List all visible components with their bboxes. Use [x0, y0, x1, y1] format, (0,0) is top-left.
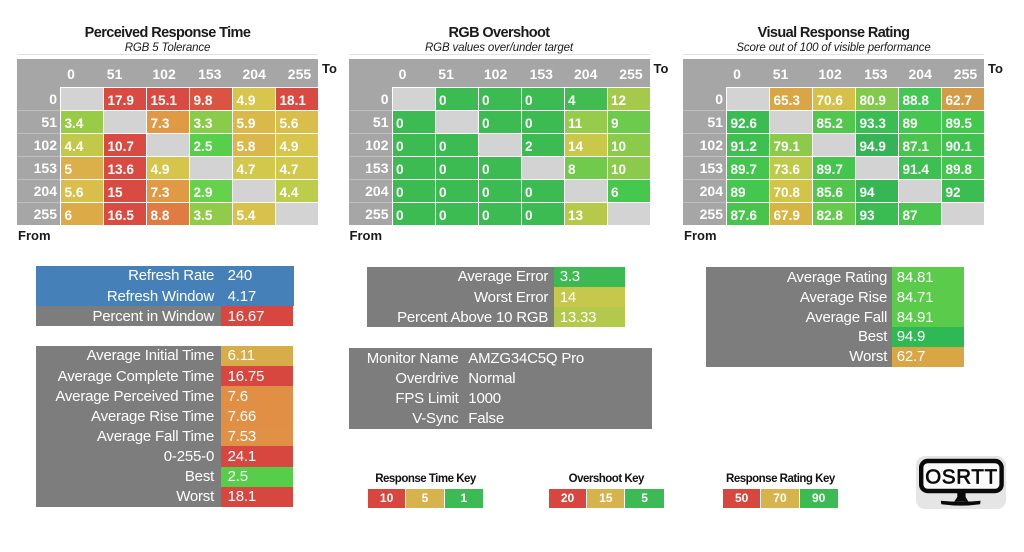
svg-text:OSRTT: OSRTT: [925, 465, 998, 488]
